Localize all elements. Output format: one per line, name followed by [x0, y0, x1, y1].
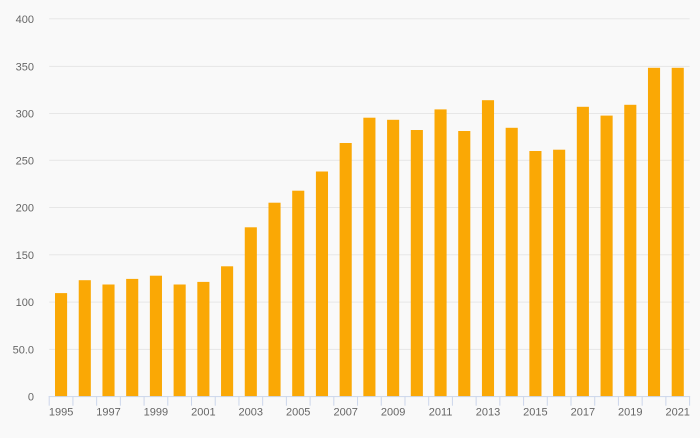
svg-text:2001: 2001 — [191, 406, 215, 418]
svg-text:100: 100 — [16, 297, 34, 309]
svg-text:2015: 2015 — [523, 406, 547, 418]
svg-text:2003: 2003 — [239, 406, 263, 418]
svg-text:2005: 2005 — [286, 406, 310, 418]
svg-text:2021: 2021 — [665, 406, 689, 418]
svg-text:1999: 1999 — [144, 406, 168, 418]
svg-text:200: 200 — [16, 203, 34, 215]
svg-text:2007: 2007 — [333, 406, 357, 418]
svg-text:2011: 2011 — [429, 406, 453, 418]
svg-text:2013: 2013 — [476, 406, 500, 418]
svg-text:1997: 1997 — [96, 406, 120, 418]
svg-text:1995: 1995 — [49, 406, 73, 418]
svg-text:250: 250 — [16, 155, 34, 167]
svg-text:350: 350 — [16, 61, 34, 73]
svg-text:50.0: 50.0 — [13, 344, 34, 356]
svg-text:150: 150 — [16, 250, 34, 262]
svg-text:2019: 2019 — [618, 406, 642, 418]
svg-text:0: 0 — [28, 392, 34, 404]
svg-text:300: 300 — [16, 109, 34, 121]
svg-text:400: 400 — [16, 14, 34, 26]
svg-text:2009: 2009 — [381, 406, 405, 418]
svg-text:2017: 2017 — [571, 406, 595, 418]
